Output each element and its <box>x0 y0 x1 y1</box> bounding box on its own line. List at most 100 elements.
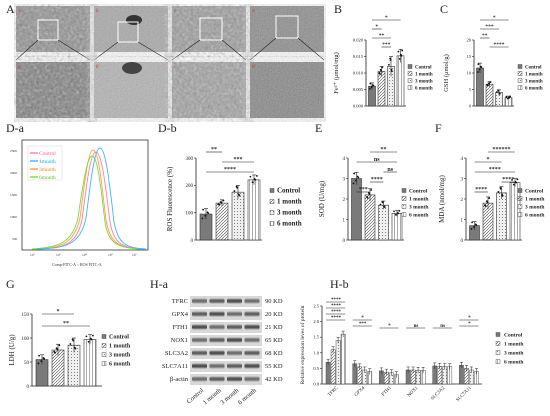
y-tick-label: 0 <box>191 239 194 244</box>
data-point <box>471 221 473 224</box>
svg-text:10³: 10³ <box>56 253 61 257</box>
blot-band <box>244 337 260 343</box>
legend-swatch <box>401 188 407 193</box>
data-point <box>515 181 518 184</box>
data-point <box>233 190 236 192</box>
panel-label-a: A <box>6 2 15 16</box>
significance-label: ns <box>374 157 380 163</box>
legend-swatch <box>407 78 413 83</box>
legend-label: 1 month <box>109 343 131 349</box>
bar-tfrc-control <box>325 361 331 385</box>
flow-legend-3month: 3month <box>39 167 56 173</box>
legend-label: Control <box>415 65 432 70</box>
data-point <box>38 354 41 357</box>
blot-band <box>192 324 207 330</box>
legend-swatch <box>517 188 523 193</box>
y-tick-label: 2.0 <box>313 319 319 324</box>
data-point <box>497 190 500 193</box>
micrograph-grid: a b c d a' b' c' d' <box>15 6 325 118</box>
data-point <box>353 172 355 175</box>
significance-label: ** <box>482 33 488 39</box>
micrograph-tag-b2: b' <box>96 65 100 70</box>
blot-protein-label: FTH1 <box>172 324 188 331</box>
data-point <box>488 82 490 85</box>
y-tick-label: 20 <box>467 38 472 43</box>
y-tick-label: 1.0 <box>313 350 319 355</box>
flow-legend-6month: 6month <box>39 175 56 181</box>
blot-protein-label: SLC3A2 <box>165 350 188 357</box>
blot-band <box>209 298 225 304</box>
data-point <box>501 194 504 197</box>
y-tick-label: 0.010 <box>353 71 364 76</box>
data-point <box>508 96 511 99</box>
blot-protein-label: β-actin <box>170 376 189 383</box>
data-point <box>369 87 371 90</box>
blot-size-label: 68 KD <box>265 350 283 357</box>
significance-label: ****** <box>493 147 511 153</box>
blot-strip <box>190 361 262 372</box>
blot-band <box>209 311 225 317</box>
significance-label: ns <box>440 324 445 329</box>
data-point <box>357 176 360 179</box>
significance-label: **** <box>494 42 505 48</box>
significance-label: * <box>468 322 471 327</box>
legend-label: 6 month <box>504 359 523 365</box>
blot-band <box>192 298 207 304</box>
blot-size-label: 55 KD <box>265 363 283 370</box>
blot-band <box>192 337 207 343</box>
micrograph-a-zoom <box>16 62 90 118</box>
data-point <box>390 68 393 71</box>
panel-label-f: F <box>435 121 442 135</box>
legend-swatch <box>269 221 275 226</box>
data-point <box>484 205 487 207</box>
flow-legend-1month: 1month <box>39 159 56 165</box>
flow-frame <box>21 139 149 251</box>
micrograph-c-zoom <box>172 62 246 118</box>
y-axis-label: Fe²⁺ (μmol/mg) <box>333 52 340 94</box>
legend-swatch <box>495 341 501 346</box>
legend-label: 1 month <box>525 196 544 202</box>
significance-label: ** <box>379 33 385 39</box>
data-point <box>207 212 210 215</box>
micrograph-tag-d2: d' <box>252 65 256 70</box>
y-tick-label: 100 <box>22 337 30 342</box>
bar-tfrc-6-month <box>340 333 346 385</box>
y-axis-label: ROS Fluorescence (%) <box>166 166 174 231</box>
data-point <box>58 344 61 347</box>
y-tick-label: 0.005 <box>353 87 364 92</box>
data-point <box>489 81 492 84</box>
data-point <box>378 72 381 75</box>
blot-band <box>209 376 225 382</box>
y-tick-label: 10 <box>467 71 472 76</box>
blot-band <box>192 363 207 369</box>
x-tick-label: NOX1 <box>407 385 420 398</box>
data-point <box>486 201 489 204</box>
bar-tfrc-3-month <box>335 340 341 385</box>
significance-label: ** <box>63 321 69 327</box>
y-tick-label: 0.0 <box>313 382 319 387</box>
chart-protein: 0.0 0.5 1.0 1.5 2.0 2.5 Relative expression le… <box>299 298 523 403</box>
data-point <box>390 70 393 73</box>
blot-strip <box>190 296 262 307</box>
flow-xlabel: Comp-FITC-A :: ROS FITC-A <box>52 262 102 267</box>
y-axis-label: MDA (nmol/mg) <box>438 175 446 223</box>
significance-label: **** <box>224 167 236 173</box>
data-point <box>477 63 480 65</box>
data-point <box>366 196 369 199</box>
blot-band <box>192 311 207 317</box>
bar-6-month <box>83 339 97 387</box>
significance-label: ns <box>387 167 393 173</box>
y-tick-label: 0.5 <box>313 366 319 371</box>
legend-label: 3 month <box>504 350 523 356</box>
bar-6-month <box>247 179 261 241</box>
blot-band <box>227 298 242 304</box>
blot-band <box>244 298 260 304</box>
significance-label: *** <box>359 322 367 327</box>
flow-legend-control: Control <box>39 151 56 157</box>
data-point <box>388 63 390 66</box>
legend-swatch <box>517 196 523 201</box>
legend-label: 1 month <box>504 341 523 347</box>
micrograph-tag-d: d <box>252 9 255 14</box>
significance-label: ** <box>381 147 387 153</box>
data-point <box>509 95 512 98</box>
